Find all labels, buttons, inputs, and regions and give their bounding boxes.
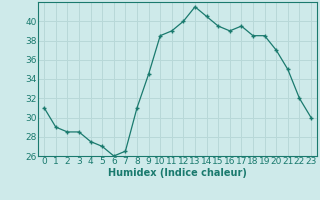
X-axis label: Humidex (Indice chaleur): Humidex (Indice chaleur) (108, 168, 247, 178)
